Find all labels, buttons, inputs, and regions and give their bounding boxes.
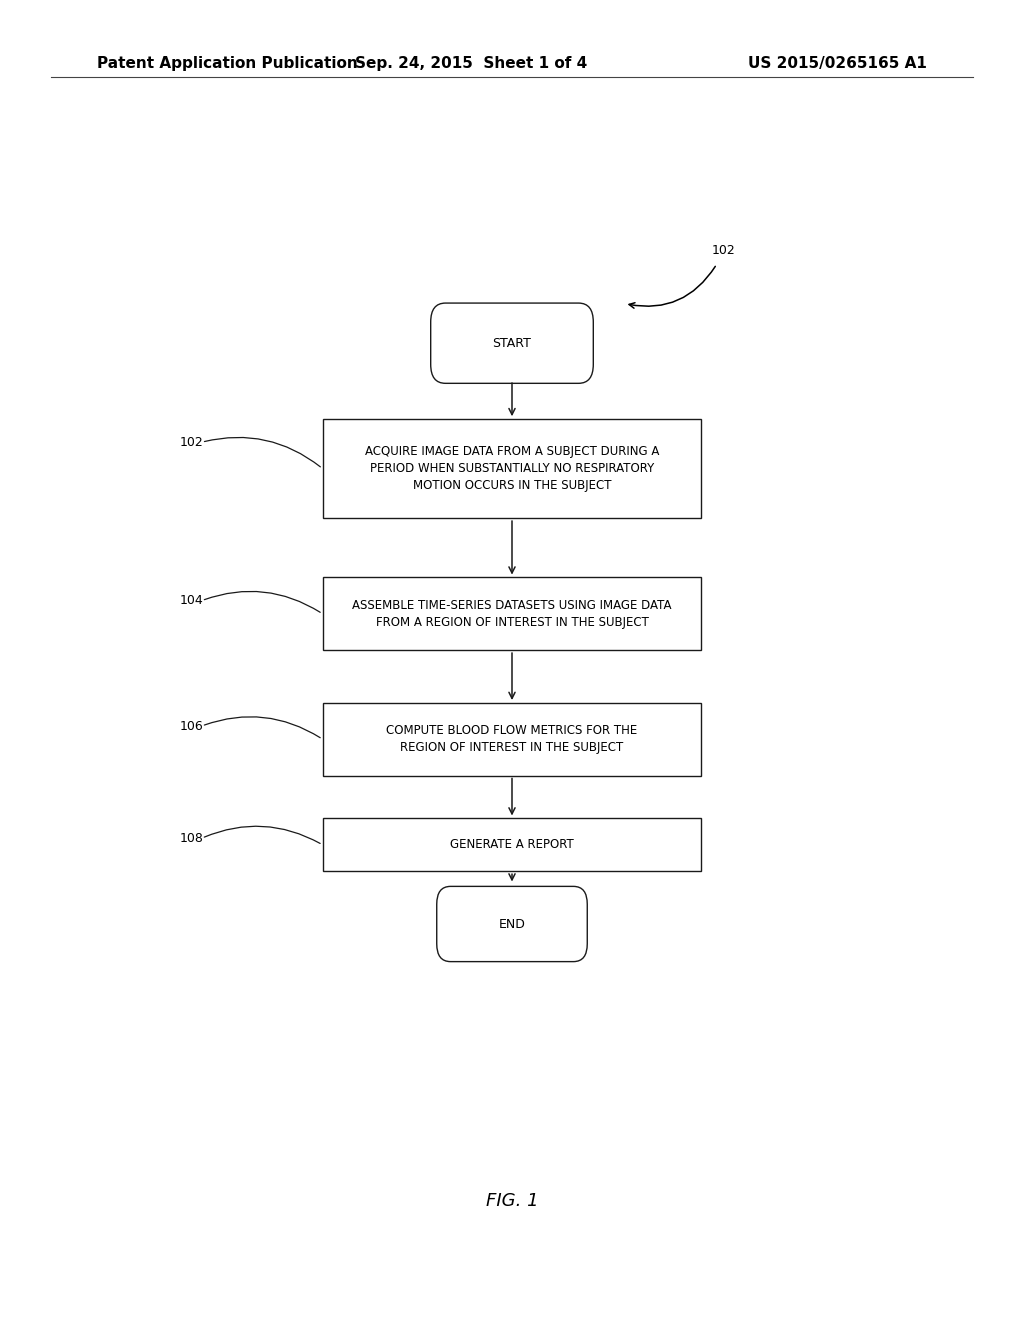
Bar: [323, 418, 701, 517]
Text: Sep. 24, 2015  Sheet 1 of 4: Sep. 24, 2015 Sheet 1 of 4: [355, 55, 587, 71]
FancyBboxPatch shape: [436, 887, 588, 961]
Text: COMPUTE BLOOD FLOW METRICS FOR THE
REGION OF INTEREST IN THE SUBJECT: COMPUTE BLOOD FLOW METRICS FOR THE REGIO…: [386, 725, 638, 754]
Text: 104: 104: [179, 594, 203, 607]
Text: 102: 102: [179, 436, 203, 449]
Text: GENERATE A REPORT: GENERATE A REPORT: [451, 838, 573, 851]
Text: US 2015/0265165 A1: US 2015/0265165 A1: [748, 55, 927, 71]
Text: START: START: [493, 337, 531, 350]
Bar: [323, 818, 701, 871]
Text: 106: 106: [179, 719, 203, 733]
Text: ASSEMBLE TIME-SERIES DATASETS USING IMAGE DATA
FROM A REGION OF INTEREST IN THE : ASSEMBLE TIME-SERIES DATASETS USING IMAG…: [352, 599, 672, 628]
Bar: [323, 577, 701, 649]
Text: 108: 108: [179, 832, 203, 845]
Text: 102: 102: [712, 244, 735, 257]
Bar: [323, 702, 701, 776]
Text: Patent Application Publication: Patent Application Publication: [97, 55, 358, 71]
Text: FIG. 1: FIG. 1: [485, 1192, 539, 1210]
Text: ACQUIRE IMAGE DATA FROM A SUBJECT DURING A
PERIOD WHEN SUBSTANTIALLY NO RESPIRAT: ACQUIRE IMAGE DATA FROM A SUBJECT DURING…: [365, 445, 659, 492]
Text: END: END: [499, 917, 525, 931]
FancyBboxPatch shape: [431, 304, 593, 383]
